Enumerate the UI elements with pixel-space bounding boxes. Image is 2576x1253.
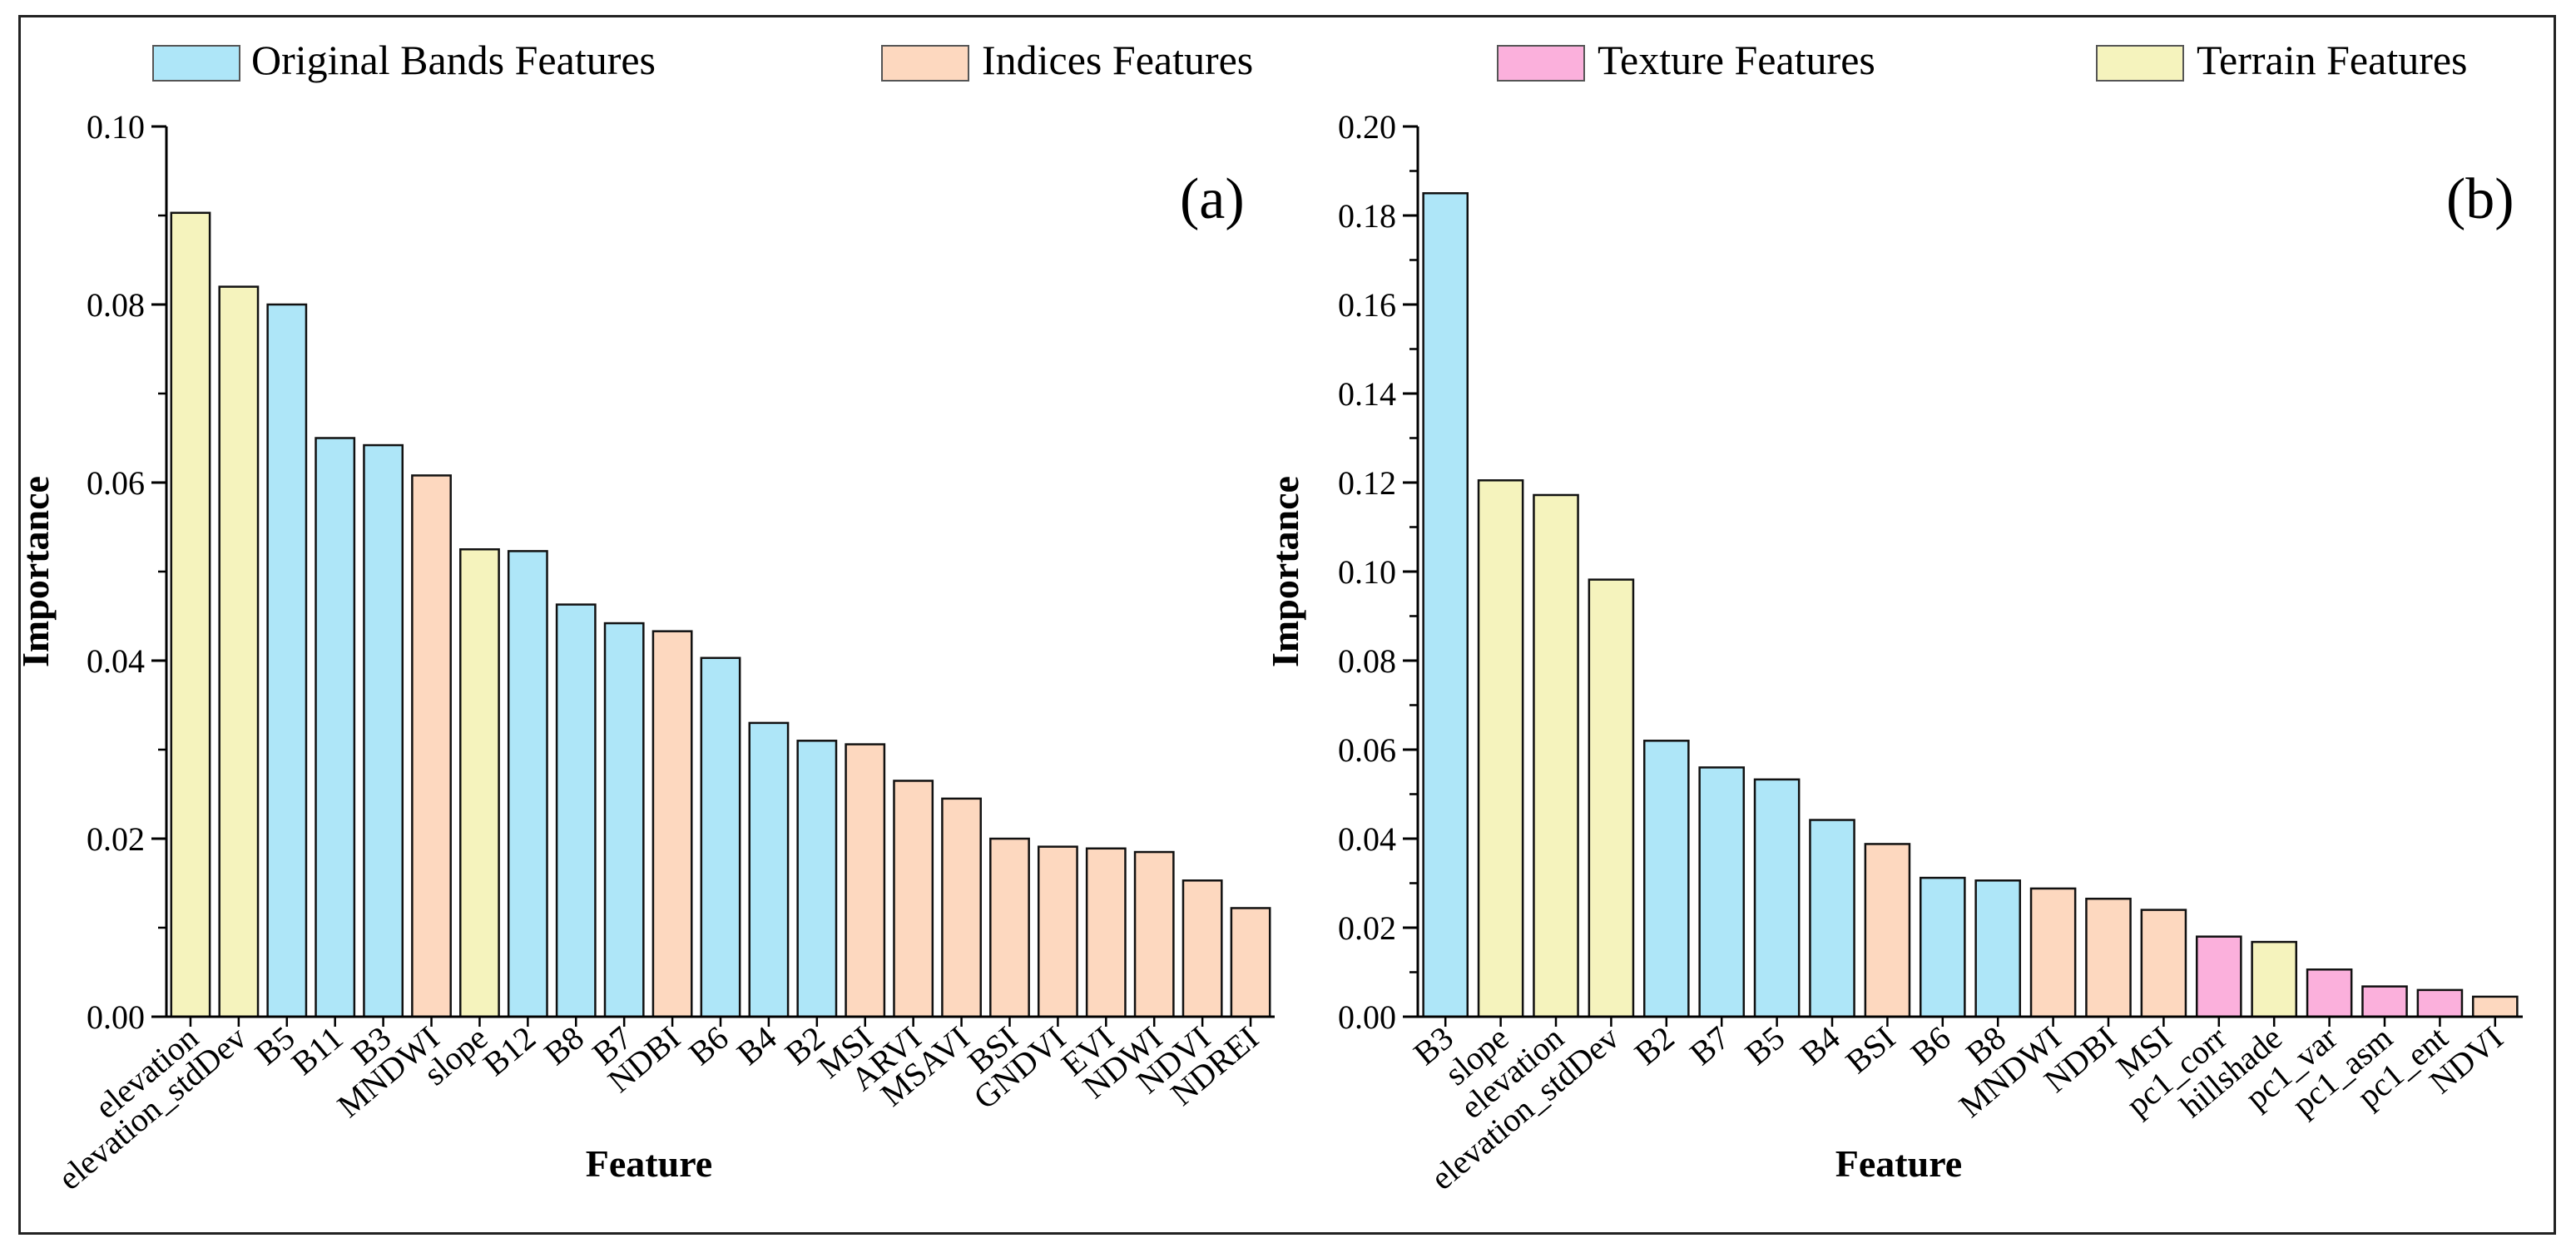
bar-NDVI	[1181, 879, 1223, 1018]
x-tick-label: B4	[1793, 1018, 1847, 1072]
bar-NDREI	[1230, 907, 1271, 1018]
bar-elevation_stdDev	[218, 285, 260, 1018]
panel-label: (b)	[2446, 167, 2514, 231]
bar-B4	[1809, 819, 1855, 1018]
y-tick-label: 0.02	[87, 820, 145, 858]
bar-BSI	[1864, 843, 1911, 1018]
y-tick-label: 0.04	[1338, 820, 1396, 858]
bar-MSI	[845, 743, 886, 1018]
bar-elevation	[1533, 493, 1579, 1018]
y-axis-title: Importance	[14, 476, 57, 667]
bar-pc1_ent	[2416, 988, 2464, 1018]
x-tick-label: B8	[537, 1018, 591, 1072]
bar-NDVI	[2471, 995, 2519, 1018]
panel-a-chart: 0.000.020.040.060.080.10elevationelevati…	[14, 108, 1275, 1197]
x-tick-label: BSI	[1839, 1018, 1903, 1080]
y-tick-label: 0.20	[1338, 108, 1396, 146]
legend-swatch-original	[152, 45, 240, 82]
y-tick-label: 0.08	[87, 286, 145, 324]
bar-GNDVI	[1037, 845, 1078, 1018]
x-tick-label: B6	[1904, 1018, 1958, 1072]
x-tick-label: B6	[681, 1018, 736, 1072]
bar-ARVI	[893, 780, 934, 1018]
y-tick-label: 0.10	[87, 108, 145, 146]
y-tick-label: 0.06	[87, 464, 145, 502]
panel-label: (a)	[1180, 167, 1245, 231]
x-axis-title: Feature	[586, 1142, 712, 1185]
legend: Original Bands Features Indices Features…	[152, 37, 2468, 83]
y-tick-label: 0.16	[1338, 286, 1396, 324]
legend-label-texture: Texture Features	[1598, 37, 1875, 83]
legend-item-texture: Texture Features	[1497, 37, 1875, 83]
legend-swatch-terrain	[2096, 45, 2184, 82]
bar-B5	[1753, 778, 1801, 1018]
x-tick-label: B5	[1738, 1018, 1792, 1072]
bar-slope	[459, 548, 500, 1018]
y-axis-title: Importance	[1264, 476, 1306, 667]
y-tick-label: 0.12	[1338, 464, 1396, 502]
y-tick-label: 0.02	[1338, 909, 1396, 947]
bar-B12	[507, 550, 548, 1018]
x-tick-label: B12	[476, 1018, 542, 1082]
y-tick-label: 0.14	[1338, 375, 1396, 413]
bar-B3	[1422, 192, 1469, 1018]
bar-B11	[315, 437, 356, 1018]
bar-B2	[796, 740, 838, 1018]
bar-pc1_var	[2306, 968, 2353, 1018]
x-tick-label: B11	[285, 1018, 350, 1082]
bar-MSI	[2140, 909, 2187, 1018]
bar-B4	[748, 721, 790, 1018]
bar-elevation_stdDev	[1588, 578, 1635, 1018]
y-tick-label: 0.00	[87, 998, 145, 1036]
y-tick-label: 0.10	[1338, 553, 1396, 591]
panel-b-chart: 0.00 0.02 0.04 0.06 0.08 0.10 0.12 0.14 0.16 0.18…	[1264, 108, 2523, 1197]
bar-B2	[1642, 740, 1690, 1018]
legend-swatch-texture	[1497, 45, 1585, 82]
legend-label-indices: Indices Features	[982, 37, 1253, 83]
x-axis-title: Feature	[1835, 1142, 1962, 1185]
bar-B8	[555, 603, 597, 1018]
bar-MNDWI	[2029, 887, 2077, 1018]
y-tick-label: 0.08	[1338, 642, 1396, 680]
bar-B5	[266, 303, 308, 1018]
bar-NDBI	[2085, 897, 2132, 1018]
bar-slope	[1477, 479, 1524, 1018]
legend-label-original: Original Bands Features	[251, 37, 656, 83]
bar-pc1_corr	[2195, 935, 2242, 1018]
y-tick-label: 0.06	[1338, 731, 1396, 769]
bar-MSAVI	[941, 797, 982, 1018]
bar-EVI	[1085, 847, 1127, 1018]
x-tick-label: B7	[1682, 1018, 1736, 1072]
legend-item-terrain: Terrain Features	[2096, 37, 2468, 83]
bar-B3	[363, 443, 404, 1018]
bar-MNDWI	[411, 474, 452, 1018]
bar-B6	[1919, 876, 1966, 1018]
y-tick-label: 0.04	[87, 642, 145, 680]
bar-B7	[603, 622, 645, 1018]
bar-B7	[1698, 766, 1746, 1018]
bar-hillshade	[2251, 940, 2298, 1018]
bar-elevation	[170, 211, 211, 1018]
y-tick-label: 0.18	[1338, 197, 1396, 235]
x-tick-label: B4	[730, 1018, 784, 1072]
legend-item-original: Original Bands Features	[152, 37, 656, 83]
bar-B6	[700, 656, 741, 1018]
legend-swatch-indices	[881, 45, 969, 82]
bar-BSI	[989, 837, 1030, 1018]
bar-NDWI	[1133, 850, 1175, 1018]
legend-item-indices: Indices Features	[881, 37, 1253, 83]
figure-frame	[18, 15, 2556, 1235]
bar-NDBI	[651, 630, 693, 1018]
bar-pc1_asm	[2361, 985, 2408, 1018]
bar-B8	[1974, 879, 2022, 1018]
x-tick-label: B2	[1627, 1018, 1682, 1072]
y-tick-label: 0.00	[1338, 998, 1396, 1036]
legend-label-terrain: Terrain Features	[2197, 37, 2468, 83]
